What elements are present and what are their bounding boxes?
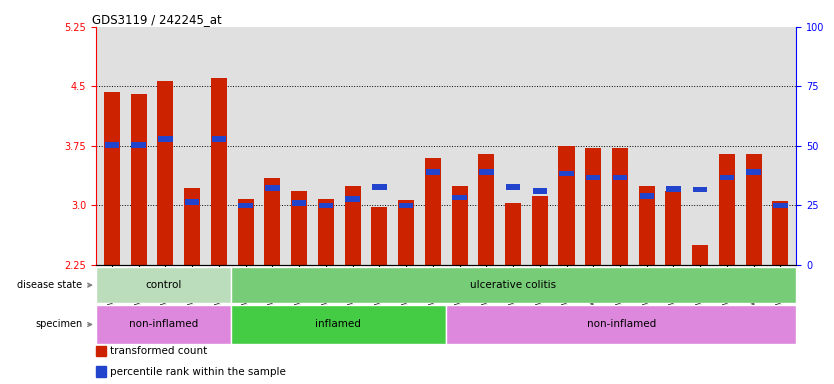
Bar (344, 185, 360, 265)
Bar (532, 196, 548, 265)
Bar (452, 195, 467, 200)
Bar (345, 196, 359, 202)
Bar (105, 142, 119, 148)
Bar (239, 203, 253, 208)
Bar (533, 189, 547, 194)
Bar (719, 154, 735, 265)
Text: non-inflamed: non-inflamed (586, 319, 656, 329)
Bar (185, 200, 199, 205)
Bar (96, 305, 231, 344)
Bar (446, 305, 796, 344)
Bar (132, 142, 146, 148)
Bar (291, 191, 307, 265)
Bar (585, 148, 601, 265)
Bar (560, 171, 574, 177)
Text: ulcerative colitis: ulcerative colitis (470, 280, 556, 290)
Bar (184, 188, 200, 265)
Bar (211, 78, 227, 265)
Bar (693, 187, 707, 192)
Bar (238, 199, 254, 265)
Bar (692, 245, 708, 265)
Bar (773, 203, 787, 208)
Text: inflamed: inflamed (315, 319, 361, 329)
Bar (264, 178, 280, 265)
Bar (478, 154, 495, 265)
Bar (559, 146, 575, 265)
Text: specimen: specimen (35, 319, 92, 329)
Bar (231, 267, 796, 303)
Bar (425, 169, 440, 175)
Bar (505, 203, 521, 265)
Bar (318, 199, 334, 265)
Bar (96, 346, 107, 356)
Bar (231, 305, 446, 344)
Bar (640, 193, 654, 199)
Bar (720, 175, 734, 180)
Text: GDS3119 / 242245_at: GDS3119 / 242245_at (93, 13, 222, 26)
Text: non-inflamed: non-inflamed (128, 319, 198, 329)
Bar (639, 185, 655, 265)
Bar (666, 186, 681, 192)
Bar (666, 191, 681, 265)
Bar (371, 207, 387, 265)
Bar (612, 148, 628, 265)
Bar (292, 200, 306, 206)
Bar (772, 202, 788, 265)
Bar (398, 200, 414, 265)
Bar (158, 136, 173, 142)
Bar (96, 366, 107, 377)
Bar (479, 169, 494, 175)
Text: disease state: disease state (18, 280, 92, 290)
Bar (746, 154, 761, 265)
Bar (212, 136, 226, 142)
Bar (96, 267, 231, 303)
Text: control: control (145, 280, 182, 290)
Bar (265, 185, 279, 191)
Bar (746, 169, 761, 175)
Bar (104, 92, 120, 265)
Bar (505, 184, 520, 190)
Bar (425, 158, 441, 265)
Bar (158, 81, 173, 265)
Bar (372, 184, 387, 190)
Bar (613, 175, 627, 180)
Text: transformed count: transformed count (110, 346, 207, 356)
Text: percentile rank within the sample: percentile rank within the sample (110, 366, 286, 377)
Bar (319, 203, 333, 208)
Bar (399, 203, 414, 208)
Bar (586, 175, 600, 180)
Bar (131, 94, 147, 265)
Bar (451, 185, 468, 265)
